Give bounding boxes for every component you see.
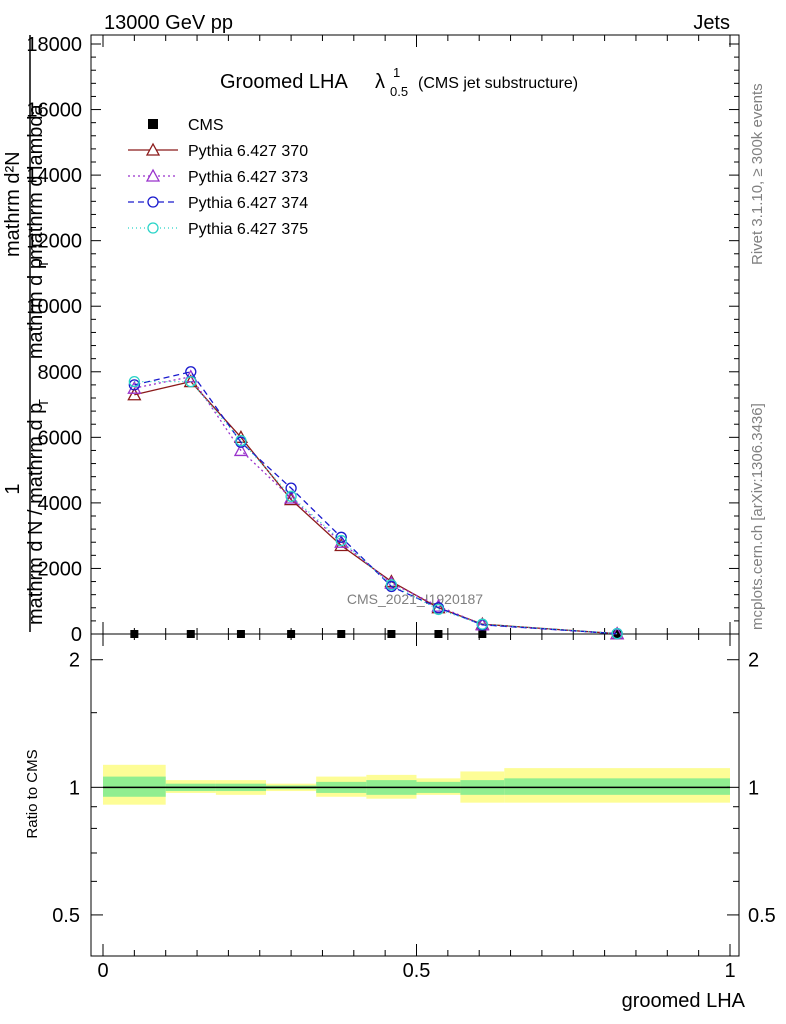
data-point-circle — [128, 375, 141, 388]
ratio-plot-frame — [90, 633, 740, 957]
data-point-square — [478, 630, 487, 638]
data-point-triangle — [127, 380, 142, 394]
title-lambda: λ — [375, 71, 385, 93]
ylabel-num-top: mathrm d²N — [2, 151, 24, 257]
ratio-y-tick-label: 2 — [69, 650, 80, 672]
legend-marker-square — [148, 119, 158, 129]
y-axis-label: 1 mathrm d²N mathrm d lambda mathrm d p … — [2, 35, 51, 632]
y-tick-label: 14000 — [26, 165, 82, 187]
ratio-y-tick-label-right: 0.5 — [748, 905, 776, 927]
plot-title: Groomed LHA λ 1 0.5 (CMS jet substructur… — [220, 65, 578, 99]
data-point-circle — [285, 490, 297, 502]
legend-label: Pythia 6.427 370 — [188, 143, 308, 160]
data-point-circle — [185, 375, 197, 388]
y-tick-label: 0 — [71, 624, 82, 646]
data-point-triangle — [233, 443, 249, 457]
data-point-square — [613, 630, 622, 638]
data-point-circle — [432, 603, 445, 616]
legend-marker-circle — [147, 222, 159, 234]
y-tick-label: 4000 — [38, 493, 83, 515]
ratio-y-tick-label-right: 2 — [748, 650, 759, 672]
title-main: Groomed LHA — [220, 71, 348, 93]
y-tick-label: 16000 — [26, 100, 82, 122]
data-point-circle — [476, 618, 488, 630]
data-point-triangle — [127, 387, 142, 401]
title-extra: (CMS jet substructure) — [418, 75, 578, 92]
ratio-y-tick-label-right: 1 — [748, 777, 759, 799]
y-tick-label: 18000 — [26, 34, 82, 56]
y-tick-label: 8000 — [38, 362, 83, 384]
legend-label: Pythia 6.427 373 — [188, 169, 308, 186]
series-line — [134, 371, 618, 635]
legend-marker-triangle — [145, 142, 161, 156]
legend-label: Pythia 6.427 374 — [188, 195, 308, 212]
y-tick-label: 2000 — [38, 558, 83, 580]
ratio-y-axis-label: Ratio to CMS — [24, 749, 41, 838]
data-point-square — [434, 630, 443, 638]
header-left: 13000 GeV pp — [104, 12, 233, 34]
ylabel-one: 1 — [2, 483, 24, 494]
legend-marker-triangle — [145, 168, 161, 182]
watermark-label: CMS_2021_I1920187 — [347, 591, 483, 607]
data-point-square — [337, 630, 346, 638]
mcplots-label: mcplots.cern.ch [arXiv:1306.3436] — [749, 403, 766, 630]
data-point-triangle — [284, 490, 299, 504]
x-tick-label: 0.5 — [403, 960, 431, 982]
title-sup: 1 — [393, 65, 400, 80]
rivet-label: Rivet 3.1.10, ≥ 300k events — [749, 83, 766, 265]
data-point-circle — [128, 379, 141, 391]
data-point-circle — [335, 534, 347, 547]
title-sub: 0.5 — [390, 84, 408, 99]
data-point-circle — [285, 482, 297, 494]
data-point-circle — [335, 531, 347, 543]
ratio-y-tick-label: 1 — [69, 777, 80, 799]
data-point-square — [236, 630, 245, 638]
data-point-circle — [235, 434, 247, 447]
data-point-square — [186, 630, 195, 638]
ratio-y-tick-label: 0.5 — [52, 905, 80, 927]
legend-label: Pythia 6.427 375 — [188, 221, 308, 238]
y-tick-label: 10000 — [26, 296, 82, 318]
data-point-square — [387, 630, 396, 638]
ylabel-num-sub: T — [36, 260, 51, 268]
x-tick-label: 0 — [97, 960, 108, 982]
x-axis-label: groomed LHA — [622, 990, 746, 1012]
legend-marker-circle — [147, 196, 159, 208]
x-tick-label: 1 — [724, 960, 735, 982]
data-point-circle — [385, 579, 398, 591]
header-right: Jets — [693, 12, 730, 34]
data-point-circle — [611, 627, 623, 640]
ylabel-den: mathrm d N / mathrm d p — [25, 403, 47, 625]
ylabel-den-sub: T — [36, 399, 51, 407]
y-tick-label: 6000 — [38, 427, 83, 449]
legend-label: CMS — [188, 117, 224, 134]
y-tick-label: 12000 — [26, 231, 82, 253]
